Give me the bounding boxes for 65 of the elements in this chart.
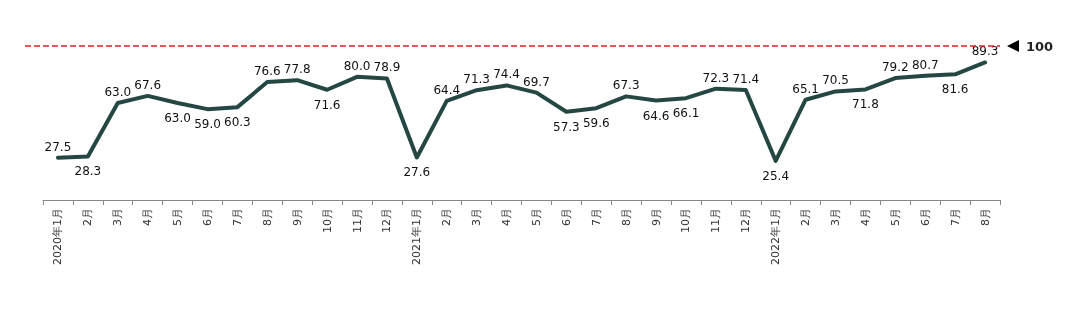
x-tick-label: 5月 bbox=[529, 208, 543, 226]
data-label: 69.7 bbox=[523, 74, 550, 89]
x-tick-label: 3月 bbox=[829, 208, 843, 226]
data-label: 64.4 bbox=[433, 82, 461, 97]
x-tick-label: 8月 bbox=[619, 208, 633, 226]
data-label: 89.3 bbox=[971, 44, 999, 59]
data-label: 66.1 bbox=[672, 106, 700, 121]
data-label: 28.3 bbox=[74, 164, 102, 179]
data-label: 72.3 bbox=[702, 70, 730, 85]
data-label: 80.7 bbox=[911, 57, 939, 72]
data-label: 59.0 bbox=[194, 117, 221, 132]
x-tick-label: 12月 bbox=[380, 208, 394, 233]
data-label: 63.0 bbox=[164, 110, 191, 125]
data-label: 71.8 bbox=[852, 97, 879, 112]
data-label: 60.3 bbox=[224, 115, 251, 130]
x-tick-label: 3月 bbox=[111, 208, 125, 226]
x-tick-label: 11月 bbox=[350, 208, 364, 233]
data-label: 63.0 bbox=[104, 84, 132, 99]
x-tick-label: 9月 bbox=[290, 208, 304, 226]
data-label: 57.3 bbox=[553, 119, 580, 134]
x-tick-label: 4月 bbox=[858, 208, 872, 226]
x-tick-label: 2022年1月 bbox=[769, 208, 783, 265]
x-tick-label: 2月 bbox=[799, 208, 813, 226]
data-label: 77.8 bbox=[283, 62, 311, 77]
x-tick-label: 6月 bbox=[200, 208, 214, 226]
x-tick-label: 2021年1月 bbox=[410, 208, 424, 265]
data-label: 25.4 bbox=[762, 168, 790, 183]
x-tick-label: 6月 bbox=[918, 208, 932, 226]
x-tick-label: 5月 bbox=[888, 208, 902, 226]
data-label: 74.4 bbox=[493, 67, 520, 82]
data-label: 27.5 bbox=[44, 139, 72, 154]
data-label: 27.6 bbox=[403, 165, 431, 180]
x-tick-label: 3月 bbox=[470, 208, 484, 226]
data-label: 78.9 bbox=[373, 60, 401, 75]
x-tick-label: 6月 bbox=[559, 208, 573, 226]
x-tick-label: 12月 bbox=[739, 208, 753, 233]
x-tick-label: 10月 bbox=[679, 208, 693, 233]
data-label: 76.6 bbox=[253, 64, 281, 79]
data-label: 71.4 bbox=[732, 72, 760, 87]
data-label: 59.6 bbox=[582, 116, 610, 131]
x-tick-label: 11月 bbox=[709, 208, 723, 233]
x-tick-label: 2月 bbox=[440, 208, 454, 226]
x-tick-label: 8月 bbox=[260, 208, 274, 226]
data-label: 79.2 bbox=[881, 60, 909, 75]
x-tick-label: 4月 bbox=[500, 208, 514, 226]
x-tick-label: 9月 bbox=[649, 208, 663, 226]
x-tick-label: 7月 bbox=[230, 208, 244, 226]
data-label: 67.6 bbox=[134, 77, 162, 92]
x-tick-label: 2020年1月 bbox=[51, 208, 65, 265]
data-label: 64.6 bbox=[642, 108, 670, 123]
x-tick-label: 2月 bbox=[81, 208, 95, 226]
data-label: 71.3 bbox=[463, 72, 490, 87]
data-label: 71.6 bbox=[313, 97, 341, 112]
data-label: 80.0 bbox=[343, 58, 371, 73]
data-label: 67.3 bbox=[612, 78, 640, 93]
ref-line-label: 100 bbox=[1026, 38, 1054, 54]
data-label: 81.6 bbox=[941, 82, 969, 97]
x-tick-label: 7月 bbox=[948, 208, 962, 226]
x-tick-label: 5月 bbox=[171, 208, 185, 226]
x-tick-label: 7月 bbox=[589, 208, 603, 226]
data-label: 70.5 bbox=[822, 73, 849, 88]
x-tick-label: 10月 bbox=[320, 208, 334, 233]
x-tick-label: 8月 bbox=[978, 208, 992, 226]
x-tick-label: 4月 bbox=[141, 208, 155, 226]
data-label: 65.1 bbox=[792, 81, 819, 96]
